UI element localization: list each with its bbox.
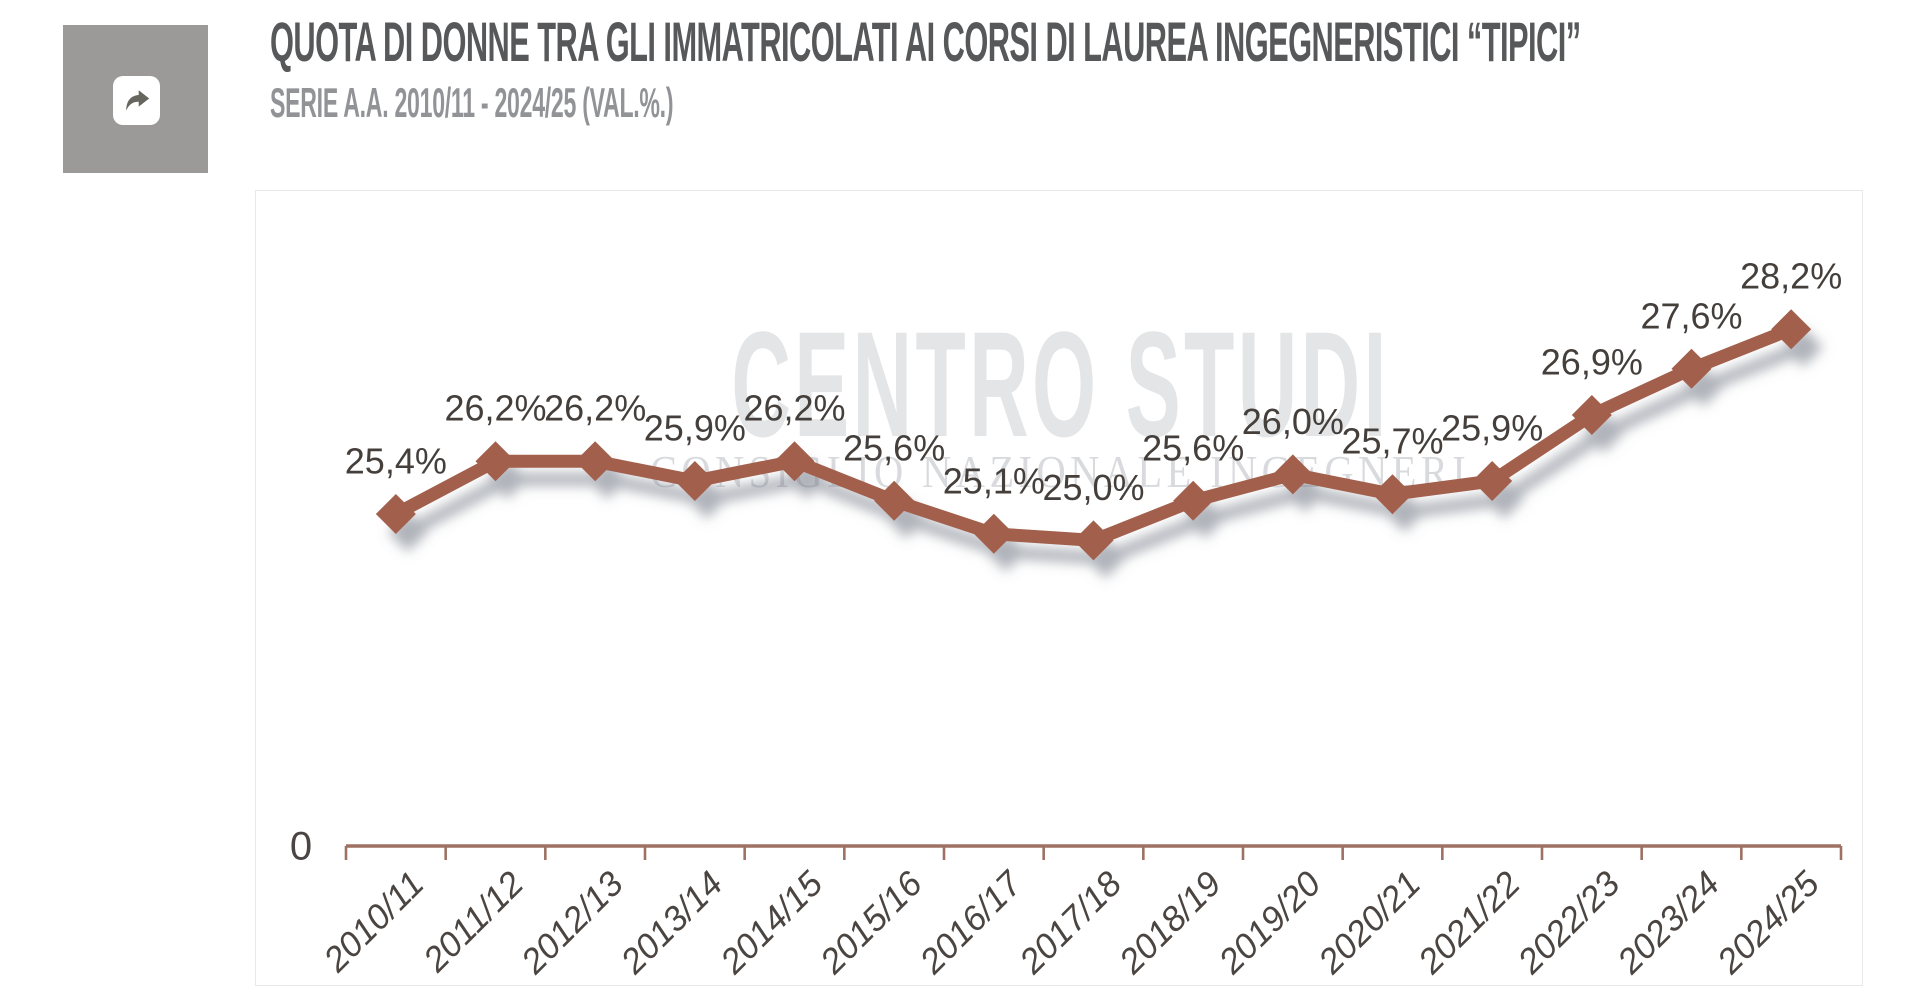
x-axis-category-label: 2022/23 — [1510, 864, 1628, 982]
x-axis-category-label: 2013/14 — [613, 864, 731, 982]
y-axis-zero-label: 0 — [290, 825, 312, 869]
x-axis-category-label: 2021/22 — [1410, 864, 1528, 982]
data-label: 25,6% — [843, 427, 945, 468]
data-point-marker — [1571, 395, 1612, 435]
x-axis-category-label: 2017/18 — [1011, 864, 1129, 982]
chart-card: CENTRO STUDI CONSIGLIO NAZIONALE INGEGNE… — [255, 190, 1863, 986]
x-axis-category-label: 2016/17 — [912, 863, 1031, 982]
page-subtitle-text: SERIE A.A. 2010/11 - 2024/25 (VAL.%.) — [270, 79, 674, 126]
data-label: 25,7% — [1341, 421, 1443, 462]
data-point-marker — [674, 461, 715, 501]
x-axis-category-label: 2011/12 — [415, 864, 531, 980]
page-title-text: QUOTA DI DONNE TRA GLI IMMATRICOLATI AI … — [270, 10, 1581, 73]
data-point-marker — [375, 494, 416, 534]
data-label: 25,4% — [345, 441, 447, 482]
data-point-marker — [1073, 520, 1114, 561]
data-point-marker — [575, 441, 616, 482]
data-point-marker — [1272, 454, 1313, 495]
data-label: 25,9% — [1441, 408, 1543, 449]
data-point-marker — [874, 480, 915, 521]
data-series — [375, 309, 1812, 561]
data-label: 26,2% — [444, 388, 546, 429]
page-title: QUOTA DI DONNE TRA GLI IMMATRICOLATI AI … — [270, 14, 1900, 70]
data-point-marker — [1173, 480, 1214, 521]
data-label: 26,0% — [1242, 401, 1344, 442]
x-axis-category-label: 2020/21 — [1310, 864, 1428, 982]
data-label: 25,6% — [1142, 427, 1244, 468]
data-label: 27,6% — [1640, 295, 1742, 336]
chart-header: QUOTA DI DONNE TRA GLI IMMATRICOLATI AI … — [270, 14, 1900, 124]
data-point-marker — [1771, 309, 1812, 350]
data-point-marker — [1372, 474, 1413, 515]
data-label: 28,2% — [1740, 256, 1842, 297]
data-point-marker — [475, 441, 516, 482]
data-label: 25,1% — [943, 460, 1045, 501]
x-axis-category-label: 2012/13 — [513, 864, 631, 982]
x-axis-category-label: 2015/16 — [812, 864, 930, 982]
x-axis-category-label: 2024/25 — [1709, 864, 1827, 982]
data-label: 26,2% — [743, 388, 845, 429]
share-icon — [113, 76, 160, 125]
data-point-marker — [973, 513, 1014, 554]
x-axis-category-label: 2023/24 — [1609, 864, 1727, 982]
page-subtitle: SERIE A.A. 2010/11 - 2024/25 (VAL.%.) — [270, 82, 1900, 124]
x-axis-category-label: 2014/15 — [712, 864, 830, 982]
data-label: 25,9% — [644, 408, 746, 449]
share-button[interactable] — [63, 25, 208, 173]
data-point-marker — [1671, 348, 1712, 389]
data-point-marker — [774, 441, 815, 482]
x-axis — [344, 844, 1843, 860]
data-label: 26,2% — [544, 388, 646, 429]
data-label: 26,9% — [1541, 342, 1643, 383]
x-axis-category-label: 2019/20 — [1211, 864, 1329, 982]
data-point-marker — [1472, 461, 1513, 501]
line-chart: 025,4%26,2%26,2%25,9%26,2%25,6%25,1%25,0… — [290, 256, 1843, 982]
x-axis-category-label: 2018/19 — [1111, 864, 1229, 982]
data-label: 25,0% — [1042, 467, 1144, 508]
x-axis-category-label: 2010/11 — [316, 864, 432, 980]
